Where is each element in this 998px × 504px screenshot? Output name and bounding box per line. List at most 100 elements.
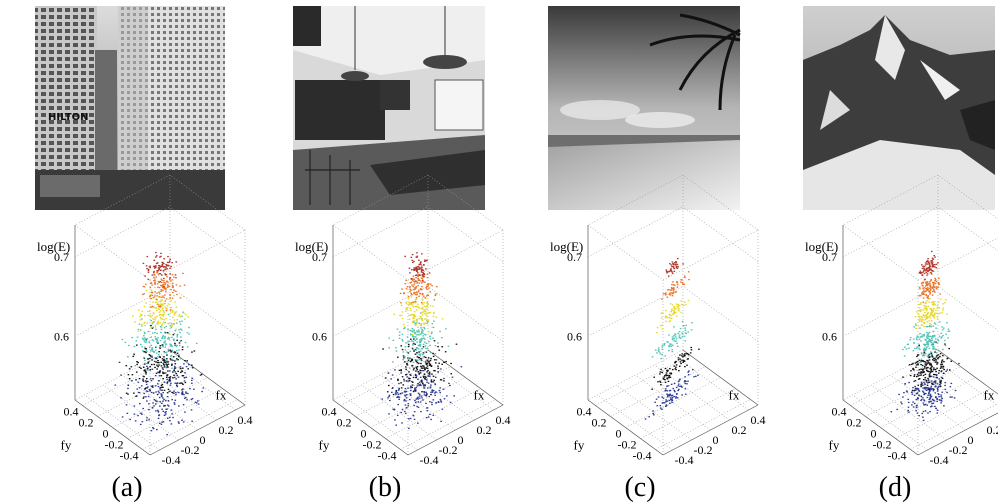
- contour-dot: [933, 380, 936, 383]
- contour-dot: [175, 378, 177, 380]
- contour-dot: [907, 406, 910, 408]
- contour-dot: [929, 297, 931, 300]
- contour-dot: [675, 338, 678, 340]
- contour-dot: [151, 332, 154, 334]
- contour-dot: [939, 385, 942, 387]
- contour-dot: [422, 275, 424, 277]
- contour-dot: [681, 355, 683, 357]
- contour-dot: [666, 396, 669, 398]
- contour-dot: [160, 290, 163, 292]
- contour-dot: [424, 378, 426, 380]
- contour-dot: [388, 394, 391, 397]
- contour-dot: [932, 285, 935, 287]
- contour-dot: [160, 326, 163, 329]
- contour-dot: [179, 340, 182, 342]
- contour-dot: [924, 338, 926, 341]
- contour-dot: [179, 323, 182, 325]
- contour-dot: [174, 290, 177, 292]
- contour-dot: [434, 352, 437, 355]
- contour-dot: [158, 291, 160, 293]
- contour-dot: [147, 269, 150, 272]
- contour-dot: [926, 267, 928, 269]
- contour-dot: [424, 369, 426, 371]
- contour-dot: [917, 313, 920, 316]
- contour-dot: [140, 324, 143, 327]
- contour-dot: [687, 354, 690, 356]
- contour-dot: [908, 381, 910, 384]
- contour-dot: [921, 264, 923, 266]
- contour-dot: [935, 361, 938, 363]
- contour-dot: [926, 404, 929, 406]
- contour-dot: [179, 382, 181, 384]
- contour-dot: [673, 262, 676, 264]
- contour-dot: [916, 335, 919, 337]
- contour-dot: [157, 390, 160, 392]
- contour-dot: [138, 323, 141, 325]
- contour-dot: [922, 271, 924, 274]
- contour-dot: [669, 294, 672, 296]
- contour-dot: [150, 430, 153, 432]
- contour-dot: [177, 421, 180, 423]
- contour-dot: [409, 302, 412, 304]
- contour-dot: [439, 379, 442, 381]
- contour-dot: [674, 291, 677, 293]
- contour-dot: [157, 385, 160, 388]
- contour-dot: [418, 393, 421, 395]
- contour-dot: [392, 408, 395, 410]
- contour-dot: [143, 305, 146, 308]
- contour-dot: [166, 378, 168, 381]
- grid-line: [842, 224, 919, 281]
- contour-dot: [924, 311, 926, 314]
- contour-dot: [923, 293, 925, 296]
- contour-dot: [178, 366, 181, 369]
- contour-dot: [418, 397, 421, 399]
- contour-dot: [440, 400, 442, 402]
- contour-dot: [414, 343, 416, 345]
- contour-dot: [946, 357, 949, 359]
- contour-dot: [145, 419, 148, 421]
- contour-dot: [414, 267, 416, 270]
- contour-dot: [154, 286, 156, 289]
- contour-dot: [163, 405, 165, 407]
- grid-line: [399, 364, 475, 421]
- contour-dot: [676, 342, 678, 344]
- contour-dot: [423, 373, 426, 375]
- contour-dot: [163, 282, 166, 284]
- contour-dot: [140, 367, 142, 370]
- contour-dot: [928, 262, 930, 264]
- contour-dot: [167, 281, 169, 283]
- x-tick-label: 0.2: [477, 423, 492, 437]
- contour-dot: [437, 365, 439, 367]
- contour-dot: [425, 416, 428, 419]
- contour-dot: [174, 363, 177, 365]
- contour-dot: [153, 360, 156, 363]
- contour-dot: [925, 363, 928, 365]
- contour-dot: [925, 386, 928, 389]
- photo-city: HILTON: [35, 6, 225, 210]
- contour-cluster: [890, 362, 960, 422]
- contour-dot: [926, 396, 929, 399]
- contour-dot: [926, 269, 929, 272]
- contour-dot: [191, 367, 194, 369]
- contour-dot: [194, 401, 197, 403]
- contour-dot: [158, 281, 161, 284]
- contour-dot: [651, 388, 654, 390]
- contour-dot: [398, 382, 400, 385]
- contour-dot: [145, 289, 147, 292]
- contour-dot: [415, 280, 418, 282]
- contour-dot: [197, 400, 199, 402]
- contour-dot: [921, 412, 924, 415]
- contour-dot: [674, 333, 676, 335]
- contour-dot: [150, 336, 153, 338]
- contour-dot: [435, 359, 438, 361]
- contour-dot: [139, 316, 141, 318]
- contour-dot: [161, 394, 163, 396]
- contour-dot: [422, 375, 425, 377]
- contour-dot: [402, 324, 405, 326]
- contour-dot: [420, 301, 423, 304]
- contour-dot: [412, 340, 415, 342]
- contour-dot: [141, 293, 144, 296]
- contour-dot: [175, 345, 178, 348]
- contour-dot: [408, 318, 411, 320]
- contour-dot: [401, 317, 404, 320]
